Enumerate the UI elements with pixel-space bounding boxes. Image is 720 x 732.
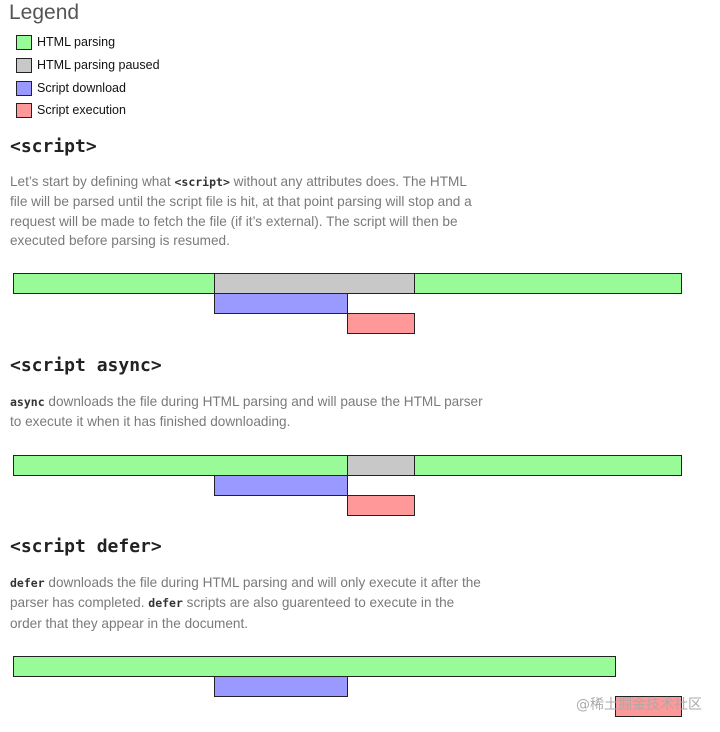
bar-paused	[214, 273, 415, 294]
legend-label: HTML parsing paused	[37, 58, 160, 72]
legend-title: Legend	[9, 1, 80, 24]
inline-code: defer	[10, 576, 45, 590]
swatch	[16, 57, 32, 73]
text-run: downloads the file during HTML parsing a…	[10, 394, 483, 430]
paragraph: Let’s start by defining what <script> wi…	[10, 172, 485, 251]
bar-execution	[347, 495, 415, 516]
bar-download	[214, 676, 348, 697]
heading: <script>	[10, 136, 97, 157]
inline-code: defer	[148, 596, 183, 611]
bar-parsing	[13, 455, 348, 476]
heading: <script async>	[10, 355, 162, 376]
text-run: without any attributes does. The HTML fi…	[10, 174, 472, 249]
text-run: scripts are also guarenteed to execute i…	[10, 595, 455, 631]
legend-label: HTML parsing	[37, 35, 116, 49]
text-run: downloads the file during HTML parsing a…	[10, 575, 481, 611]
bar-execution	[615, 696, 682, 717]
swatch	[16, 102, 32, 118]
paragraph: defer downloads the file during HTML par…	[10, 573, 485, 633]
legend-item: HTML parsing	[16, 33, 115, 51]
bar-download	[214, 293, 348, 314]
inline-code: async	[10, 395, 45, 409]
bar-execution	[347, 313, 415, 334]
legend-item: HTML parsing paused	[16, 56, 160, 74]
bar-parsing	[414, 455, 682, 476]
swatch	[16, 34, 32, 50]
legend-label: Script download	[37, 81, 126, 95]
legend-label: Script execution	[37, 103, 126, 117]
swatch	[16, 80, 32, 96]
paragraph: async downloads the file during HTML par…	[10, 392, 485, 432]
heading: <script defer>	[10, 536, 162, 557]
inline-code: <script>	[174, 175, 230, 189]
legend-item: Script download	[16, 79, 126, 97]
bar-download	[214, 475, 348, 496]
legend-item: Script execution	[16, 101, 126, 119]
bar-parsing	[13, 656, 616, 677]
text-run: Let’s start by defining what	[10, 174, 175, 189]
bar-paused	[347, 455, 415, 476]
watermark: @稀土掘金技术社区	[576, 697, 702, 713]
